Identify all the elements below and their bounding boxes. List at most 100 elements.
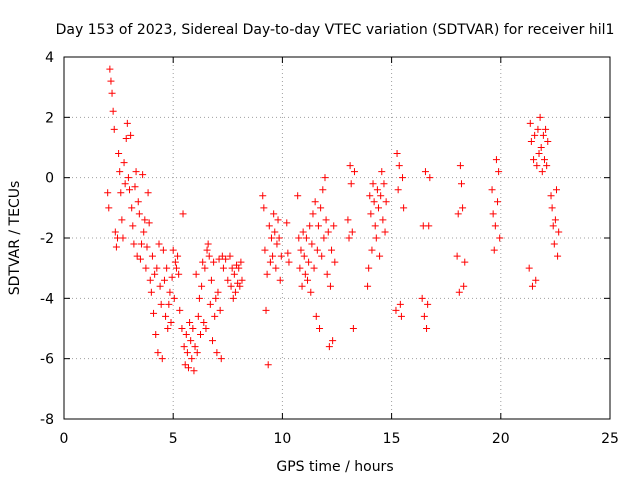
data-point xyxy=(489,210,497,218)
data-point xyxy=(199,258,207,266)
data-point xyxy=(129,222,137,230)
data-point xyxy=(126,186,134,194)
data-points xyxy=(104,65,563,375)
data-point xyxy=(259,192,267,200)
data-point xyxy=(534,125,542,133)
data-point xyxy=(294,192,302,200)
data-point xyxy=(141,216,149,224)
data-point xyxy=(133,252,141,260)
data-point xyxy=(264,361,272,369)
data-point xyxy=(544,137,552,145)
data-point xyxy=(159,246,167,254)
y-tick-label: 4 xyxy=(45,50,54,66)
data-point xyxy=(461,258,469,266)
data-point xyxy=(269,252,277,260)
data-point xyxy=(211,312,219,320)
x-tick-label: 5 xyxy=(169,431,178,447)
data-point xyxy=(172,264,180,272)
data-point xyxy=(135,210,143,218)
data-point xyxy=(460,282,468,290)
data-point xyxy=(324,228,332,236)
data-point xyxy=(348,228,356,236)
data-point xyxy=(216,306,224,314)
data-point xyxy=(535,150,543,158)
data-point xyxy=(527,137,535,145)
data-point xyxy=(134,198,142,206)
data-point xyxy=(200,318,208,326)
data-point xyxy=(148,252,156,260)
x-tick-label: 10 xyxy=(273,431,291,447)
y-tick-label: -6 xyxy=(40,352,54,368)
data-point xyxy=(210,258,218,266)
data-point xyxy=(104,189,112,197)
data-point xyxy=(147,288,155,296)
data-point xyxy=(418,294,426,302)
data-point xyxy=(194,312,202,320)
data-point xyxy=(490,246,498,254)
data-point xyxy=(168,273,176,281)
data-point xyxy=(111,228,119,236)
data-point xyxy=(326,282,334,290)
data-point xyxy=(311,198,319,206)
x-tick-label: 20 xyxy=(492,431,510,447)
data-point xyxy=(376,252,384,260)
data-point xyxy=(151,270,159,278)
x-tick-label: 0 xyxy=(60,431,69,447)
data-point xyxy=(213,349,221,357)
data-point xyxy=(528,282,536,290)
data-point xyxy=(236,282,244,290)
data-point xyxy=(153,264,161,272)
data-point xyxy=(492,156,500,164)
data-point xyxy=(426,174,434,182)
data-point xyxy=(267,234,275,242)
y-tick-label: -2 xyxy=(40,231,54,247)
data-point xyxy=(179,210,187,218)
data-point xyxy=(308,240,316,248)
data-point xyxy=(209,337,217,345)
data-point xyxy=(203,246,211,254)
data-point xyxy=(320,234,328,242)
data-point xyxy=(548,204,556,212)
data-point xyxy=(371,222,379,230)
data-point xyxy=(381,228,389,236)
data-point xyxy=(380,180,388,188)
data-point xyxy=(310,264,318,272)
data-point xyxy=(530,156,538,164)
data-point xyxy=(121,180,129,188)
data-point xyxy=(543,162,551,170)
x-tick-label: 15 xyxy=(383,431,401,447)
data-point xyxy=(330,222,338,230)
chart-title: Day 153 of 2023, Sidereal Day-to-day VTE… xyxy=(56,22,615,38)
data-point xyxy=(186,318,194,326)
data-point xyxy=(298,282,306,290)
y-tick-label: 0 xyxy=(45,171,54,187)
data-point xyxy=(228,264,236,272)
data-point xyxy=(374,204,382,212)
data-point xyxy=(455,288,463,296)
data-point xyxy=(366,192,374,200)
data-point xyxy=(143,243,151,251)
data-point xyxy=(421,168,429,176)
data-point xyxy=(195,294,203,302)
data-point xyxy=(160,276,168,284)
data-point xyxy=(344,216,352,224)
y-tick-label: -8 xyxy=(40,412,54,428)
data-point xyxy=(321,174,329,182)
data-point xyxy=(285,258,293,266)
data-point xyxy=(119,234,127,242)
data-point xyxy=(197,331,204,339)
axis-ticks: 0 5 10 15 20 25 -8 -6 -4 -2 0 2 4 xyxy=(40,50,619,447)
data-point xyxy=(284,249,292,257)
data-point xyxy=(227,282,235,290)
data-point xyxy=(392,306,400,314)
data-point xyxy=(136,255,144,263)
data-point xyxy=(372,234,380,242)
data-point xyxy=(266,258,274,266)
data-point xyxy=(370,198,378,206)
data-point xyxy=(142,264,150,272)
data-point xyxy=(230,270,238,278)
data-point xyxy=(350,168,358,176)
data-point xyxy=(302,234,310,242)
data-point xyxy=(164,325,172,332)
data-point xyxy=(229,294,237,302)
